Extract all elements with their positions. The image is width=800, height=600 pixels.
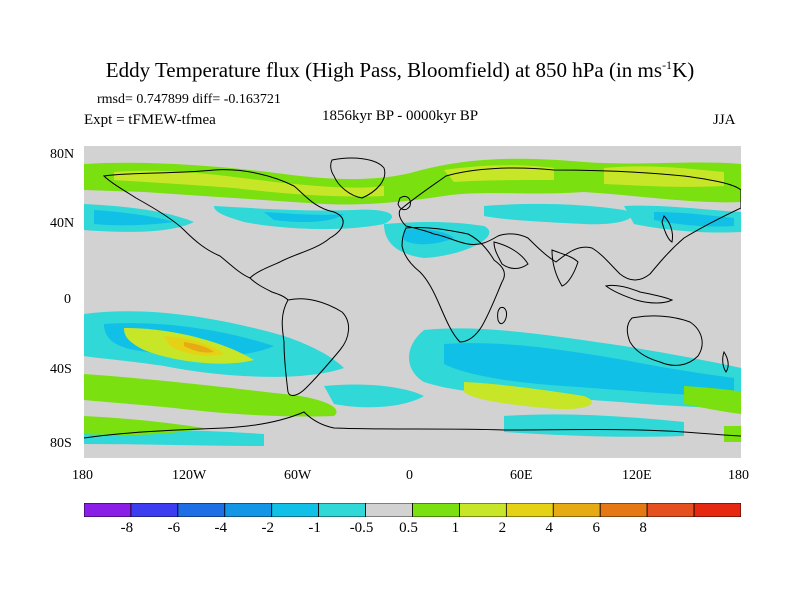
colorbar-label: -4 (214, 520, 228, 536)
colorbar-swatch (224, 503, 273, 517)
coast-greenland (330, 157, 386, 199)
season-label: JJA (713, 112, 736, 128)
coast-antarctica (84, 411, 741, 439)
colorbar-swatch (459, 503, 507, 517)
colorbar (84, 503, 741, 517)
x-tick-label: 180 (728, 468, 749, 483)
negative-anomaly-north (84, 203, 741, 258)
coast-north-america (102, 169, 344, 279)
map-title: Eddy Temperature flux (High Pass, Bloomf… (0, 58, 800, 83)
title-unit: K) (672, 58, 695, 82)
coast-south-america (281, 298, 349, 396)
y-tick-label: 40S (50, 362, 72, 377)
colorbar-label: 6 (592, 520, 600, 536)
map-plot (84, 146, 741, 458)
x-tick-label: 180 (72, 468, 93, 483)
colorbar-swatch (646, 503, 695, 517)
coast-british-isles (397, 195, 411, 211)
positive-anomaly-south (84, 328, 741, 442)
coast-india (551, 249, 579, 287)
coast-japan (661, 215, 673, 243)
colorbar-label: 2 (498, 520, 507, 536)
colorbar-label: 8 (639, 520, 647, 536)
colorbar-swatch (84, 503, 132, 517)
colorbar-label: -1 (308, 520, 321, 536)
x-tick-label: 120E (622, 468, 652, 483)
colorbar-label: -0.5 (349, 520, 374, 536)
colorbar-label: -8 (120, 520, 134, 536)
colorbar-label: 0.5 (399, 520, 418, 536)
title-text: Eddy Temperature flux (High Pass, Bloomf… (105, 58, 663, 82)
x-tick-label: 60W (284, 468, 312, 483)
colorbar-swatch (177, 503, 226, 517)
colorbar-swatch (599, 503, 648, 517)
colorbar-swatch (130, 503, 179, 517)
colorbar-swatch (693, 503, 741, 517)
coast-central-america (249, 277, 289, 301)
coast-africa (401, 227, 505, 343)
y-tick-label: 0 (64, 292, 71, 307)
stats-line: rmsd= 0.747899 diff= -0.163721 (97, 92, 281, 107)
coast-southeast-asia-islands (604, 285, 674, 304)
colorbar-swatch (552, 503, 601, 517)
period-label: 1856kyr BP - 0000kyr BP (322, 108, 479, 124)
colorbar-label: -6 (167, 520, 181, 536)
coast-eurasia (398, 167, 741, 281)
coast-australia (626, 315, 703, 366)
colorbar-swatch (505, 503, 554, 517)
y-tick-label: 80S (50, 436, 72, 451)
coastlines (84, 157, 741, 439)
colorbar-label: 4 (545, 520, 554, 536)
y-tick-label: 40N (50, 216, 75, 231)
colorbar-label: 1 (451, 520, 460, 536)
colorbar-swatch (318, 503, 366, 517)
x-tick-label: 60E (510, 468, 533, 483)
x-tick-label: 120W (172, 468, 207, 483)
y-tick-label: 80N (50, 147, 75, 162)
title-exponent: -1 (662, 58, 673, 72)
colorbar-swatch (271, 503, 320, 517)
coast-madagascar (497, 307, 507, 325)
experiment-label: Expt = tFMEW-tfmea (84, 112, 216, 128)
x-tick-label: 0 (406, 468, 413, 483)
colorbar-swatch (412, 503, 460, 517)
coast-arabia (493, 241, 529, 269)
colorbar-label: -2 (261, 520, 274, 536)
coast-new-zealand (722, 350, 729, 373)
colorbar-swatch (365, 503, 413, 517)
